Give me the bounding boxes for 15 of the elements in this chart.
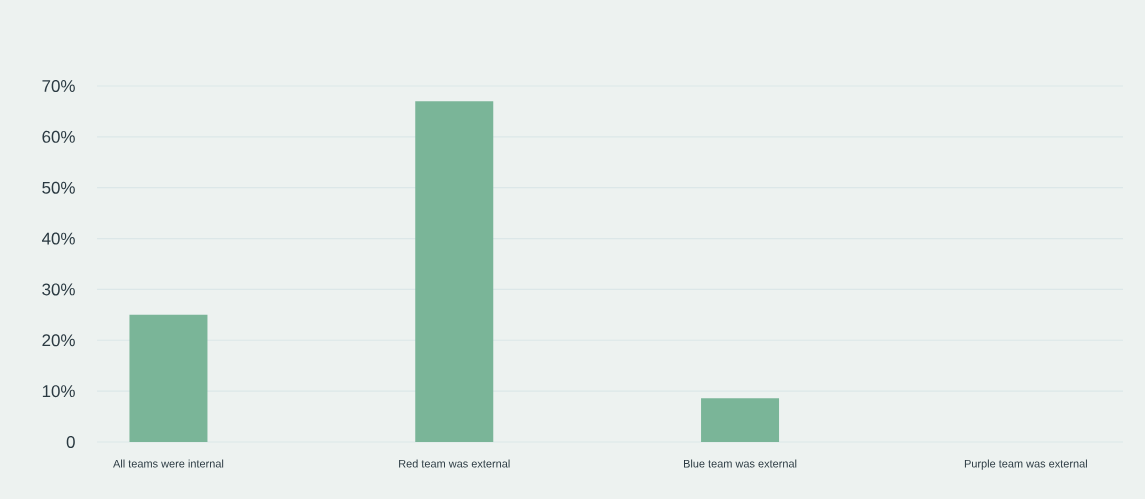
y-tick-label: 20%	[42, 334, 75, 347]
y-tick-label: 50%	[42, 181, 75, 194]
y-tick-label: 60%	[42, 130, 75, 143]
y-tick-label: 70%	[42, 79, 75, 92]
x-tick-label: All teams were internal	[113, 459, 224, 468]
x-tick-label: Blue team was external	[684, 459, 797, 468]
bar	[701, 398, 780, 442]
x-tick-label: Red team was external	[399, 459, 510, 468]
y-tick-label: 10%	[42, 385, 75, 398]
bar	[129, 314, 208, 442]
y-tick-label: 0	[66, 435, 75, 448]
x-tick-label: Purple team was external	[964, 459, 1087, 470]
y-tick-label: 30%	[42, 283, 75, 296]
bar	[415, 101, 494, 442]
y-tick-label: 40%	[41, 232, 75, 245]
